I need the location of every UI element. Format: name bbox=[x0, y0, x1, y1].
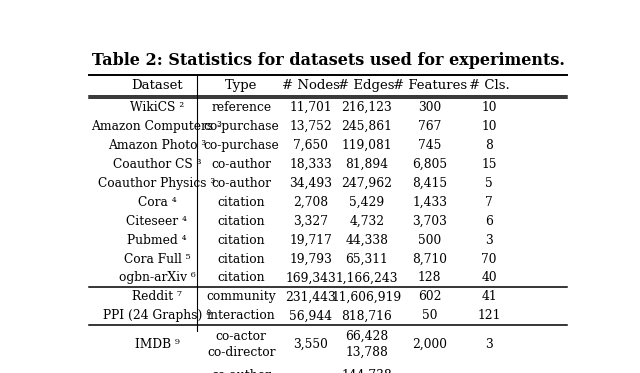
Text: 50: 50 bbox=[422, 309, 437, 322]
Text: 745: 745 bbox=[418, 139, 442, 152]
Text: Cora Full ⁵: Cora Full ⁵ bbox=[124, 253, 190, 266]
Text: community: community bbox=[206, 291, 276, 303]
Text: co-purchase: co-purchase bbox=[204, 120, 279, 133]
Text: # Nodes: # Nodes bbox=[282, 79, 340, 92]
Text: 4,732: 4,732 bbox=[349, 214, 384, 228]
Text: 3,550: 3,550 bbox=[293, 338, 328, 351]
Text: ogbn-arXiv ⁶: ogbn-arXiv ⁶ bbox=[118, 272, 195, 285]
Text: 3: 3 bbox=[485, 233, 493, 247]
Text: 247,962: 247,962 bbox=[341, 177, 392, 190]
Text: 8,415: 8,415 bbox=[412, 177, 447, 190]
Text: 602: 602 bbox=[418, 291, 442, 303]
Text: citation: citation bbox=[218, 196, 265, 209]
Text: 767: 767 bbox=[418, 120, 442, 133]
Text: 3,327: 3,327 bbox=[293, 214, 328, 228]
Text: 119,081: 119,081 bbox=[341, 139, 392, 152]
Text: 7,650: 7,650 bbox=[293, 139, 328, 152]
Text: Coauthor Physics ³: Coauthor Physics ³ bbox=[99, 177, 216, 190]
Text: 7: 7 bbox=[485, 196, 493, 209]
Text: 1,433: 1,433 bbox=[412, 196, 447, 209]
Text: 44,338: 44,338 bbox=[345, 233, 388, 247]
Text: 121: 121 bbox=[477, 309, 501, 322]
Text: Citeseer ⁴: Citeseer ⁴ bbox=[127, 214, 188, 228]
Text: 66,428
13,788: 66,428 13,788 bbox=[345, 330, 388, 359]
Text: 70: 70 bbox=[481, 253, 497, 266]
Text: # Edges: # Edges bbox=[339, 79, 395, 92]
Text: citation: citation bbox=[218, 233, 265, 247]
Text: 10: 10 bbox=[481, 120, 497, 133]
Text: co-author: co-author bbox=[211, 177, 271, 190]
Text: 2,000: 2,000 bbox=[412, 338, 447, 351]
Text: 300: 300 bbox=[418, 101, 442, 114]
Text: WikiCS ²: WikiCS ² bbox=[130, 101, 184, 114]
Text: 169,343: 169,343 bbox=[285, 272, 336, 285]
Text: 11,701: 11,701 bbox=[289, 101, 332, 114]
Text: PPI (24 Graphs) ⁸: PPI (24 Graphs) ⁸ bbox=[103, 309, 211, 322]
Text: reference: reference bbox=[211, 101, 271, 114]
Text: 10: 10 bbox=[481, 101, 497, 114]
Text: Coauthor CS ³: Coauthor CS ³ bbox=[113, 158, 201, 171]
Text: 5,429: 5,429 bbox=[349, 196, 384, 209]
Text: Reddit ⁷: Reddit ⁷ bbox=[132, 291, 182, 303]
Text: co-actor
co-director: co-actor co-director bbox=[207, 330, 275, 359]
Text: 19,793: 19,793 bbox=[289, 253, 332, 266]
Text: 19,717: 19,717 bbox=[289, 233, 332, 247]
Text: 18,333: 18,333 bbox=[289, 158, 332, 171]
Text: 144,738
90,145
57,137,515: 144,738 90,145 57,137,515 bbox=[332, 369, 401, 373]
Text: Dataset: Dataset bbox=[131, 79, 182, 92]
Text: 3,703: 3,703 bbox=[412, 214, 447, 228]
Text: 15: 15 bbox=[481, 158, 497, 171]
Text: 245,861: 245,861 bbox=[341, 120, 392, 133]
Text: Amazon Computers ³: Amazon Computers ³ bbox=[92, 120, 222, 133]
Text: 231,443: 231,443 bbox=[285, 291, 336, 303]
Text: 81,894: 81,894 bbox=[345, 158, 388, 171]
Text: 3: 3 bbox=[485, 338, 493, 351]
Text: Type: Type bbox=[225, 79, 257, 92]
Text: 6: 6 bbox=[485, 214, 493, 228]
Text: 2,708: 2,708 bbox=[293, 196, 328, 209]
Text: 34,493: 34,493 bbox=[289, 177, 332, 190]
Text: citation: citation bbox=[218, 214, 265, 228]
Text: 11,606,919: 11,606,919 bbox=[332, 291, 402, 303]
Text: interaction: interaction bbox=[207, 309, 276, 322]
Text: 6,805: 6,805 bbox=[412, 158, 447, 171]
Text: Amazon Photo ³: Amazon Photo ³ bbox=[108, 139, 206, 152]
Text: 40: 40 bbox=[481, 272, 497, 285]
Text: co-author: co-author bbox=[211, 158, 271, 171]
Text: 5: 5 bbox=[485, 177, 493, 190]
Text: IMDB ⁹: IMDB ⁹ bbox=[134, 338, 179, 351]
Text: Table 2: Statistics for datasets used for experiments.: Table 2: Statistics for datasets used fo… bbox=[92, 52, 564, 69]
Text: # Cls.: # Cls. bbox=[469, 79, 509, 92]
Text: co-author
co-paper
co-term: co-author co-paper co-term bbox=[211, 369, 271, 373]
Text: citation: citation bbox=[218, 253, 265, 266]
Text: 216,123: 216,123 bbox=[341, 101, 392, 114]
Text: 56,944: 56,944 bbox=[289, 309, 332, 322]
Text: 13,752: 13,752 bbox=[289, 120, 332, 133]
Text: Pubmed ⁴: Pubmed ⁴ bbox=[127, 233, 187, 247]
Text: # Features: # Features bbox=[392, 79, 467, 92]
Text: Cora ⁴: Cora ⁴ bbox=[138, 196, 176, 209]
Text: 65,311: 65,311 bbox=[346, 253, 388, 266]
Text: 1,166,243: 1,166,243 bbox=[335, 272, 398, 285]
Text: 500: 500 bbox=[418, 233, 442, 247]
Text: 8: 8 bbox=[485, 139, 493, 152]
Text: co-purchase: co-purchase bbox=[204, 139, 279, 152]
Text: 128: 128 bbox=[418, 272, 442, 285]
Text: 41: 41 bbox=[481, 291, 497, 303]
Text: 8,710: 8,710 bbox=[412, 253, 447, 266]
Text: 818,716: 818,716 bbox=[341, 309, 392, 322]
Text: citation: citation bbox=[218, 272, 265, 285]
